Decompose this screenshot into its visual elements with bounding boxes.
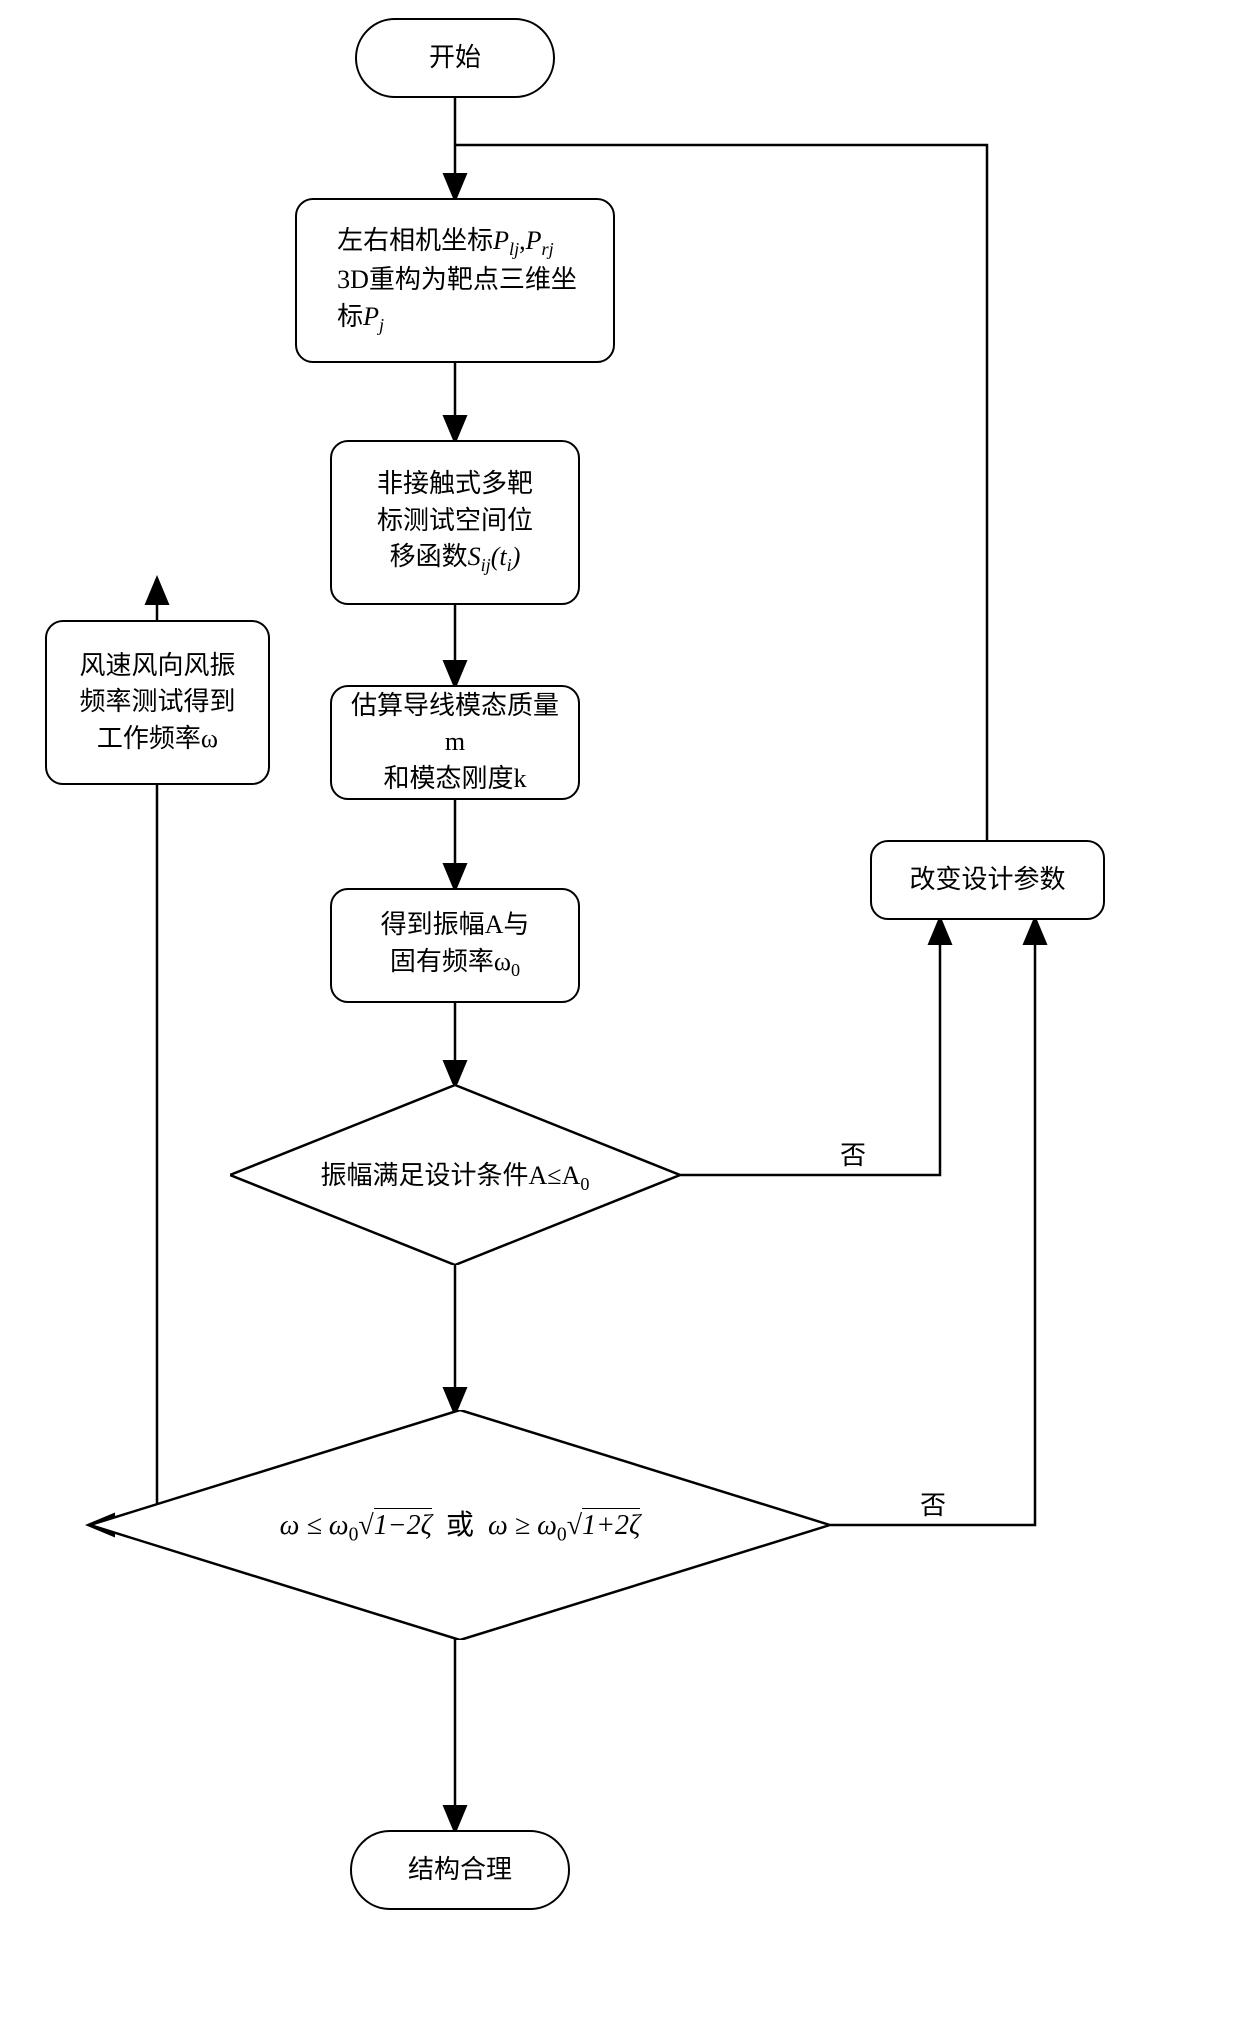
edges-layer (0, 0, 1240, 2023)
decision-frequency: ω ≤ ω0√1−2ζ 或 ω ≥ ω0√1+2ζ (90, 1410, 830, 1640)
node-start: 开始 (355, 18, 555, 98)
node-n3-label: 估算导线模态质量m和模态刚度k (350, 688, 560, 797)
decision-amplitude: 振幅满足设计条件A≤A0 (230, 1085, 680, 1265)
node-n4-label: 得到振幅A与固有频率ω0 (381, 907, 530, 983)
node-displacement-fn: 非接触式多靶标测试空间位移函数Sij(ti) (330, 440, 580, 605)
node-end-label: 结构合理 (408, 1852, 512, 1888)
node-estimate-mk: 估算导线模态质量m和模态刚度k (330, 685, 580, 800)
node-side-label: 风速风向风振频率测试得到工作频率ω (79, 648, 235, 757)
edge-e_d2_no (830, 920, 1035, 1525)
edge-e_d1_no (680, 920, 940, 1175)
decision-d2-label: ω ≤ ω0√1−2ζ 或 ω ≥ ω0√1+2ζ (272, 1503, 649, 1547)
node-change-label: 改变设计参数 (909, 862, 1065, 898)
node-get-a-omega0: 得到振幅A与固有频率ω0 (330, 888, 580, 1003)
label-d1-no: 否 (840, 1135, 866, 1172)
node-camera-coords: 左右相机坐标Plj,Prj3D重构为靶点三维坐标Pj (295, 198, 615, 363)
node-n2-label: 非接触式多靶标测试空间位移函数Sij(ti) (377, 466, 533, 578)
node-start-label: 开始 (429, 40, 481, 76)
node-change-params: 改变设计参数 (870, 840, 1105, 920)
node-wind-test: 风速风向风振频率测试得到工作频率ω (45, 620, 270, 785)
node-n1-label: 左右相机坐标Plj,Prj3D重构为靶点三维坐标Pj (337, 223, 577, 339)
label-d2-no: 否 (920, 1485, 946, 1522)
decision-d1-label: 振幅满足设计条件A≤A0 (313, 1155, 598, 1195)
node-end: 结构合理 (350, 1830, 570, 1910)
